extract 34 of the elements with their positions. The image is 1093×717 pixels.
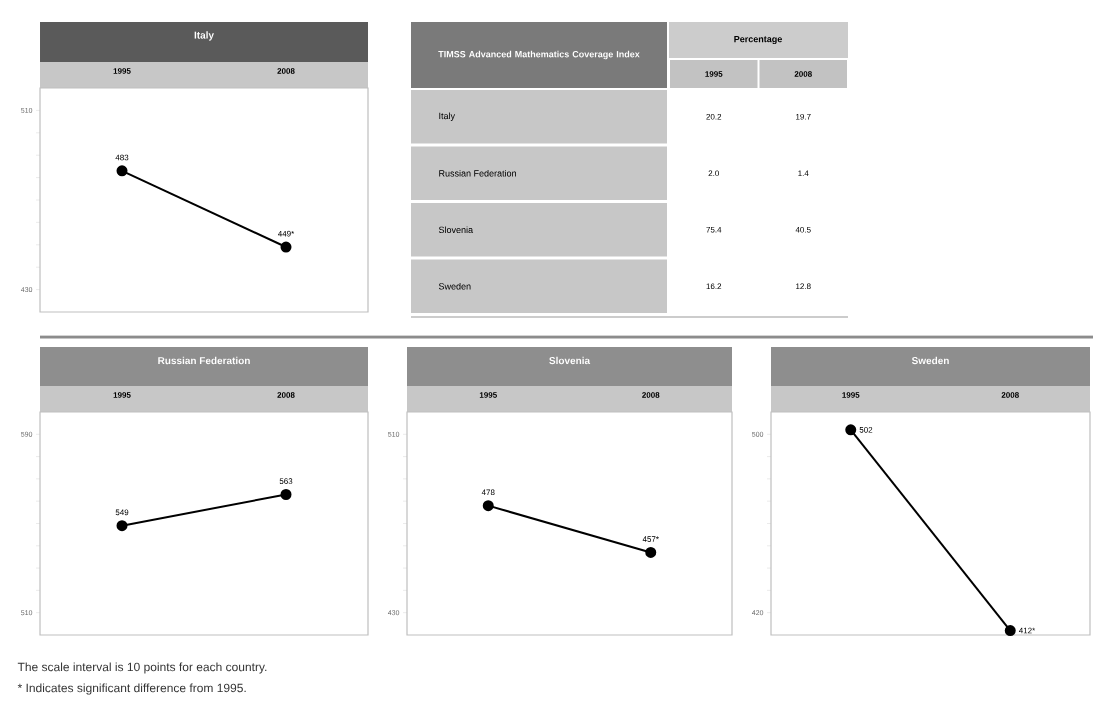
text: The scale interval is 10 points for each country. (17, 662, 267, 674)
data-label: 20.2 (706, 113, 722, 120)
data-label: 457* (642, 536, 659, 542)
data-label: 478 (481, 489, 495, 496)
x-tick-label: 2008 (642, 392, 660, 398)
data-label: 563 (279, 478, 293, 484)
data-label: 16.2 (706, 283, 722, 290)
chart-title: Sweden (911, 356, 949, 365)
x-tick-label: 2008 (277, 392, 295, 398)
category-label: Slovenia (438, 226, 474, 234)
data-label: 549 (115, 509, 129, 516)
chart-title: Russian Federation (158, 356, 250, 365)
x-tick-label: 2008 (1001, 392, 1019, 398)
category-label: Sweden (438, 282, 471, 290)
data-label: 502 (859, 427, 873, 433)
data-label: 12.8 (796, 283, 811, 290)
text: * Indicates significant difference from 1995. (17, 683, 246, 695)
data-label: 19.7 (796, 113, 811, 120)
data-label: 449* (277, 230, 295, 237)
chart-title: Italy (194, 31, 214, 41)
text: Percentage (734, 35, 782, 45)
x-tick-label: 1995 (842, 392, 860, 398)
data-label: 40.5 (795, 226, 811, 233)
data-label: 2.0 (708, 170, 720, 177)
data-label: 75.4 (706, 226, 722, 233)
data-label: 483 (115, 154, 129, 161)
chart-title: Slovenia (549, 356, 591, 365)
category-label: Italy (439, 112, 456, 121)
data-label: 412* (1018, 627, 1036, 634)
x-tick-label: 1995 (479, 392, 497, 398)
x-tick-label: 1995 (113, 392, 131, 398)
text: TIMSS Advanced Mathematics Coverage Index (438, 50, 640, 60)
category-label: Russian Federation (439, 169, 516, 177)
data-label: 1.4 (798, 170, 809, 176)
